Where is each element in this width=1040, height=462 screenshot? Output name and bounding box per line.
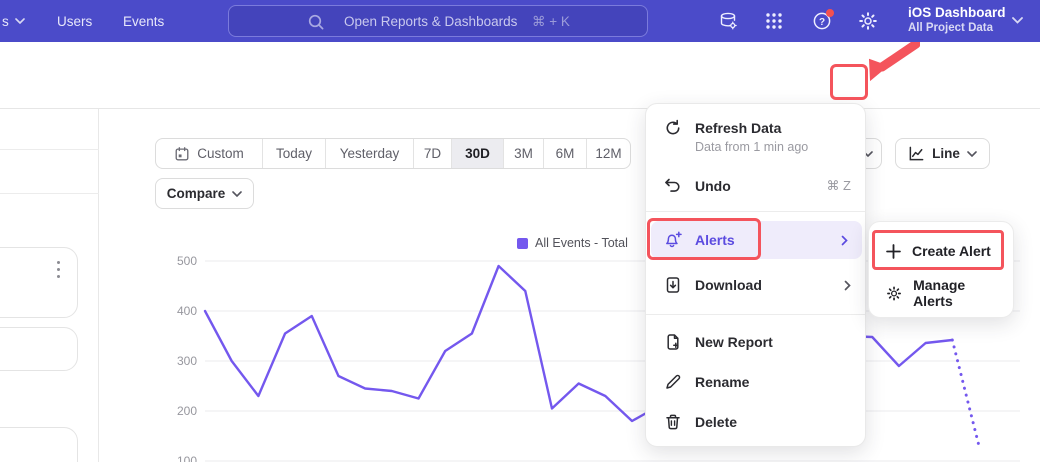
range-label: 7D: [424, 146, 441, 161]
range-label: 30D: [465, 146, 490, 161]
date-range-selector: Custom Today Yesterday 7D 30D 3M 6M 12M: [155, 138, 631, 169]
chart-legend: All Events - Total: [517, 236, 628, 250]
pencil-icon: [664, 373, 682, 391]
help-icon[interactable]: ?: [812, 11, 832, 31]
gear-icon: [886, 285, 902, 302]
notification-badge: [826, 9, 834, 17]
chevron-down-icon: [15, 18, 25, 24]
range-label: 3M: [514, 146, 533, 161]
chevron-right-icon: [841, 235, 848, 246]
menu-divider: [646, 211, 865, 212]
range-yesterday[interactable]: Yesterday: [326, 139, 414, 168]
nav-item-partial[interactable]: s: [2, 0, 25, 42]
svg-text:100: 100: [177, 454, 197, 462]
nav-users-label: Users: [57, 14, 92, 29]
chevron-down-icon: [1012, 17, 1023, 24]
chart-type-button[interactable]: Line: [895, 138, 990, 169]
project-switcher[interactable]: iOS Dashboard All Project Data: [908, 4, 1006, 35]
search-placeholder: Open Reports & Dashboards: [344, 14, 517, 29]
menu-rename-label: Rename: [695, 374, 749, 390]
submenu-item-create-alert[interactable]: Create Alert: [869, 230, 1013, 272]
sidebar-card[interactable]: [0, 247, 78, 318]
compare-button[interactable]: Compare: [155, 178, 254, 209]
svg-text:500: 500: [177, 254, 197, 268]
menu-item-refresh[interactable]: Refresh Data: [646, 114, 865, 142]
project-scope: All Project Data: [908, 21, 1006, 35]
menu-item-download[interactable]: Download: [646, 266, 865, 304]
menu-divider: [646, 314, 865, 315]
menu-item-new-report[interactable]: New Report: [646, 324, 865, 360]
create-alert-label: Create Alert: [912, 243, 991, 259]
report-header: [0, 42, 1040, 109]
manage-alerts-label: Manage Alerts: [913, 277, 1003, 309]
svg-text:400: 400: [177, 304, 197, 318]
menu-item-delete[interactable]: Delete: [646, 404, 865, 440]
range-label: Yesterday: [340, 146, 400, 161]
menu-new-report-label: New Report: [695, 334, 773, 350]
range-label: 12M: [595, 146, 621, 161]
menu-item-rename[interactable]: Rename: [646, 364, 865, 400]
search-shortcut: ⌘ + K: [532, 14, 570, 30]
svg-text:300: 300: [177, 354, 197, 368]
sidebar-divider: [0, 193, 99, 194]
legend-swatch: [517, 238, 528, 249]
trash-icon: [664, 413, 682, 431]
data-management-icon[interactable]: [718, 11, 738, 31]
more-options-menu: Refresh Data Data from 1 min ago Undo ⌘ …: [645, 103, 866, 447]
menu-delete-label: Delete: [695, 414, 737, 430]
apps-grid-icon[interactable]: [764, 11, 784, 31]
range-label: Custom: [197, 146, 244, 161]
sidebar: [0, 109, 99, 462]
nav-item-events[interactable]: Events: [123, 0, 164, 42]
alerts-submenu: Create Alert Manage Alerts: [868, 221, 1014, 318]
legend-label: All Events - Total: [535, 236, 628, 250]
range-7d[interactable]: 7D: [414, 139, 452, 168]
range-12m[interactable]: 12M: [587, 139, 630, 168]
kebab-menu-icon[interactable]: [57, 261, 60, 278]
menu-undo-label: Undo: [695, 178, 731, 194]
chevron-down-icon: [232, 191, 242, 197]
menu-item-alerts[interactable]: Alerts: [651, 221, 862, 259]
refresh-icon: [664, 119, 682, 137]
sidebar-card[interactable]: [0, 327, 78, 371]
app-window: 100 200 300 400 500 All Events - Total s Use…: [0, 0, 1040, 462]
download-icon: [664, 276, 682, 294]
range-6m[interactable]: 6M: [544, 139, 587, 168]
menu-item-undo[interactable]: Undo ⌘ Z: [646, 166, 865, 206]
nav-events-label: Events: [123, 14, 164, 29]
sidebar-card[interactable]: [0, 427, 78, 462]
new-report-icon: [664, 333, 682, 351]
line-chart-icon: [908, 145, 925, 162]
undo-icon: [664, 177, 682, 195]
bell-plus-icon: [664, 231, 682, 249]
menu-alerts-label: Alerts: [695, 232, 735, 248]
chevron-right-icon: [844, 280, 851, 291]
project-name: iOS Dashboard: [908, 4, 1006, 21]
top-nav: s Users Events Open Reports & Dashboards…: [0, 0, 1040, 42]
range-today[interactable]: Today: [263, 139, 326, 168]
chart-type-label: Line: [932, 146, 960, 161]
range-label: 6M: [556, 146, 575, 161]
search-icon: [307, 13, 325, 31]
range-30d-selected[interactable]: 30D: [452, 139, 504, 168]
plus-icon: [886, 244, 901, 259]
calendar-icon: [174, 146, 190, 162]
sidebar-divider: [0, 149, 99, 150]
svg-text:200: 200: [177, 404, 197, 418]
compare-label: Compare: [167, 186, 226, 201]
menu-download-label: Download: [695, 277, 762, 293]
menu-undo-shortcut: ⌘ Z: [826, 178, 851, 194]
svg-text:?: ?: [819, 17, 825, 28]
chevron-down-icon: [967, 151, 977, 157]
range-3m[interactable]: 3M: [504, 139, 544, 168]
search-bar[interactable]: Open Reports & Dashboards ⌘ + K: [228, 5, 648, 37]
nav-item-users[interactable]: Users: [57, 0, 92, 42]
settings-gear-icon[interactable]: [858, 11, 878, 31]
menu-refresh-label: Refresh Data: [695, 120, 781, 136]
nav-partial-label: s: [2, 14, 9, 29]
range-custom[interactable]: Custom: [156, 139, 263, 168]
submenu-item-manage-alerts[interactable]: Manage Alerts: [869, 274, 1013, 312]
range-label: Today: [276, 146, 312, 161]
menu-refresh-sublabel: Data from 1 min ago: [695, 140, 808, 154]
